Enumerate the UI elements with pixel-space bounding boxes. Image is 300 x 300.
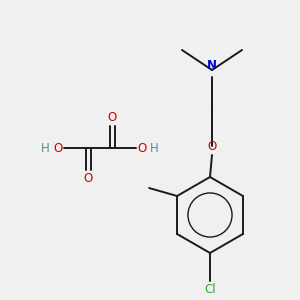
Text: H: H bbox=[41, 142, 50, 154]
Text: O: O bbox=[207, 140, 217, 153]
Text: N: N bbox=[207, 59, 217, 72]
Text: O: O bbox=[83, 172, 93, 185]
Text: O: O bbox=[137, 142, 146, 154]
Text: H: H bbox=[150, 142, 159, 154]
Text: Cl: Cl bbox=[204, 283, 216, 296]
Text: O: O bbox=[54, 142, 63, 154]
Text: O: O bbox=[107, 111, 117, 124]
